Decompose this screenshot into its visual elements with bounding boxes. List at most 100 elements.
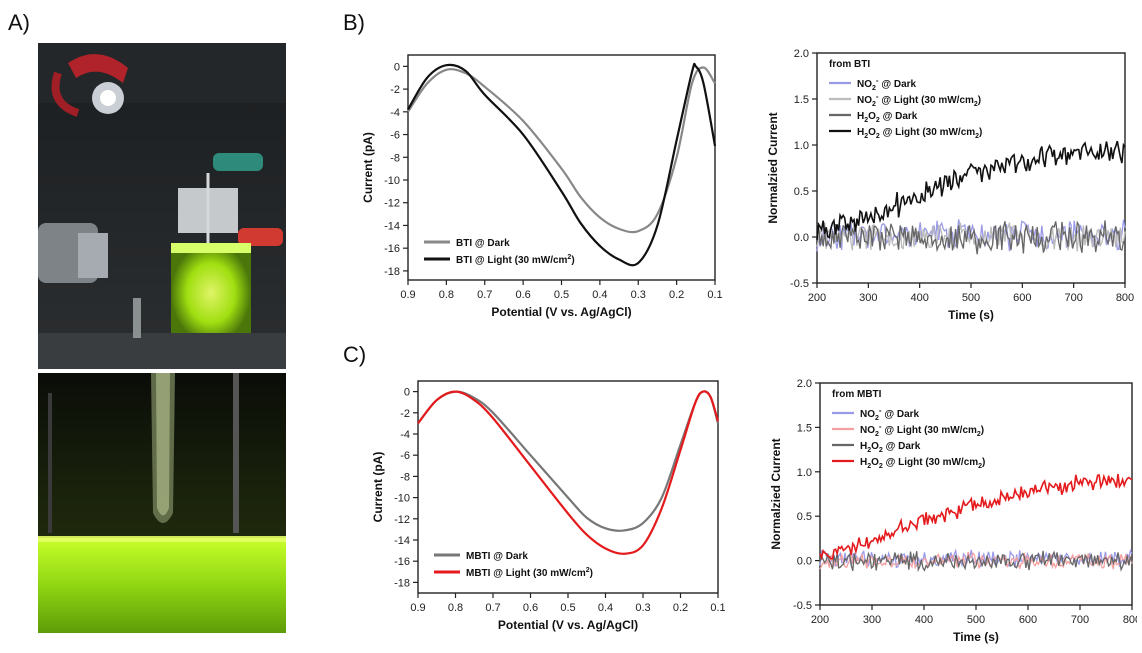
x-tick-label: 0.7 xyxy=(485,602,500,614)
x-tick-label: 0.6 xyxy=(515,289,530,301)
y-tick-label: -4 xyxy=(400,429,410,441)
x-tick-label: 0.3 xyxy=(635,602,650,614)
y-axis-label: Normalzied Current xyxy=(766,112,780,223)
y-tick-label: -16 xyxy=(394,556,410,568)
y-tick-label: 2.0 xyxy=(797,378,812,390)
series-line xyxy=(417,390,720,555)
x-tick-label: 300 xyxy=(863,614,881,626)
y-tick-label: -6 xyxy=(400,450,410,462)
x-tick-label: 700 xyxy=(1064,292,1082,304)
legend-label: MBTI @ Light (30 mW/cm2) xyxy=(466,567,593,579)
x-tick-label: 0.9 xyxy=(400,289,415,301)
legend-title: from BTI xyxy=(829,59,870,70)
x-tick-label: 0.5 xyxy=(554,289,569,301)
series-line xyxy=(417,390,720,532)
y-tick-label: -2 xyxy=(400,408,410,420)
series-line xyxy=(819,550,1133,573)
legend-label: BTI @ Light (30 mW/cm2) xyxy=(456,254,575,266)
x-axis-label: Potential (V vs. Ag/AgCl) xyxy=(498,618,638,632)
panel-label-b: B) xyxy=(343,10,365,35)
x-axis-label: Time (s) xyxy=(948,308,994,322)
series-line xyxy=(819,473,1133,561)
y-tick-label: 0.0 xyxy=(794,232,809,244)
x-tick-label: 800 xyxy=(1123,614,1137,626)
y-tick-label: -14 xyxy=(394,535,410,547)
y-tick-label: -0.5 xyxy=(793,600,812,612)
y-axis-label: Current (pA) xyxy=(371,452,385,523)
legend-label: H2O2 @ Dark xyxy=(860,441,921,454)
x-tick-label: 600 xyxy=(1019,614,1037,626)
x-tick-label: 600 xyxy=(1013,292,1031,304)
series-line xyxy=(816,140,1126,241)
y-tick-label: -6 xyxy=(390,130,400,142)
x-tick-label: 200 xyxy=(808,292,826,304)
x-axis-label: Potential (V vs. Ag/AgCl) xyxy=(491,305,631,319)
x-tick-label: 800 xyxy=(1116,292,1134,304)
y-axis-label: Normalzied Current xyxy=(769,438,783,549)
y-tick-label: -2 xyxy=(390,84,400,96)
legend-title: from MBTI xyxy=(832,389,882,400)
y-axis-label: Current (pA) xyxy=(361,132,375,203)
y-tick-label: 1.5 xyxy=(794,94,809,106)
x-tick-label: 0.4 xyxy=(598,602,613,614)
x-tick-label: 0.4 xyxy=(592,289,607,301)
y-tick-label: -18 xyxy=(394,577,410,589)
y-tick-label: -16 xyxy=(384,243,400,255)
x-tick-label: 400 xyxy=(915,614,933,626)
electrode-solution-photo xyxy=(38,373,286,633)
y-tick-label: -12 xyxy=(384,198,400,210)
legend-label: H2O2 @ Light (30 mW/cm2) xyxy=(860,457,985,470)
series-line xyxy=(407,62,717,267)
x-tick-label: 200 xyxy=(811,614,829,626)
solution-photo-drawing xyxy=(38,373,286,633)
chart-b-normalized: 200 300 400 500 600 700 800 -0.5 0.0 0.5 1.0 1.5 2.0… xyxy=(766,48,1134,322)
y-tick-label: -8 xyxy=(390,152,400,164)
legend-label: NO2- @ Dark xyxy=(857,76,917,92)
x-tick-label: 500 xyxy=(967,614,985,626)
chart-c-normalized: 200 300 400 500 600 700 800 -0.5 0.0 0.5 1.0 1.5 2.0… xyxy=(769,378,1137,644)
y-tick-label: 0.5 xyxy=(794,186,809,198)
legend-label: MBTI @ Dark xyxy=(466,551,528,562)
y-tick-label: -4 xyxy=(390,107,400,119)
setup-photo-drawing xyxy=(38,43,286,369)
chart-c-cv: 0.9 0.8 0.7 0.6 0.5 0.4 0.3 0.2 0.1 0 -2 -4 -6 -8 -10 -… xyxy=(371,380,725,632)
series-line xyxy=(407,66,716,234)
y-tick-label: 0.0 xyxy=(797,556,812,568)
panel-label-c: C) xyxy=(343,342,367,367)
y-tick-label: 0 xyxy=(394,61,400,73)
experimental-setup-photo xyxy=(38,43,286,369)
x-tick-label: 0.9 xyxy=(410,602,425,614)
x-tick-label: 500 xyxy=(962,292,980,304)
x-tick-label: 0.8 xyxy=(448,602,463,614)
y-tick-label: 2.0 xyxy=(794,48,809,60)
y-tick-label: 1.5 xyxy=(797,422,812,434)
x-tick-label: 400 xyxy=(910,292,928,304)
y-tick-label: -10 xyxy=(384,175,400,187)
plot-frame xyxy=(417,380,719,594)
x-tick-label: 0.2 xyxy=(669,289,684,301)
x-tick-label: 0.6 xyxy=(523,602,538,614)
y-tick-label: 0.5 xyxy=(797,511,812,523)
legend-label: NO2- @ Light (30 mW/cm2) xyxy=(860,422,984,438)
x-tick-label: 0.8 xyxy=(439,289,454,301)
x-tick-label: 0.1 xyxy=(707,289,722,301)
y-tick-label: 1.0 xyxy=(797,467,812,479)
x-tick-label: 0.2 xyxy=(673,602,688,614)
chart-b-cv: 0.9 0.8 0.7 0.6 0.5 0.4 0.3 0.2 0.1 0 -2 -4 -6 -8 -10 -… xyxy=(361,54,723,319)
legend-label: NO2- @ Dark xyxy=(860,406,920,422)
legend-label: H2O2 @ Light (30 mW/cm2) xyxy=(857,127,982,140)
x-tick-label: 0.7 xyxy=(477,289,492,301)
legend-label: BTI @ Dark xyxy=(456,238,510,249)
y-tick-label: 0 xyxy=(404,387,410,399)
y-tick-label: -18 xyxy=(384,266,400,278)
y-tick-label: -12 xyxy=(394,514,410,526)
x-tick-label: 300 xyxy=(859,292,877,304)
x-tick-label: 0.1 xyxy=(710,602,725,614)
y-tick-label: -0.5 xyxy=(790,278,809,290)
x-tick-label: 700 xyxy=(1071,614,1089,626)
y-tick-label: -10 xyxy=(394,493,410,505)
y-tick-label: -14 xyxy=(384,220,400,232)
panel-label-a: A) xyxy=(8,10,30,35)
series-line xyxy=(816,220,1126,255)
x-tick-label: 0.3 xyxy=(631,289,646,301)
